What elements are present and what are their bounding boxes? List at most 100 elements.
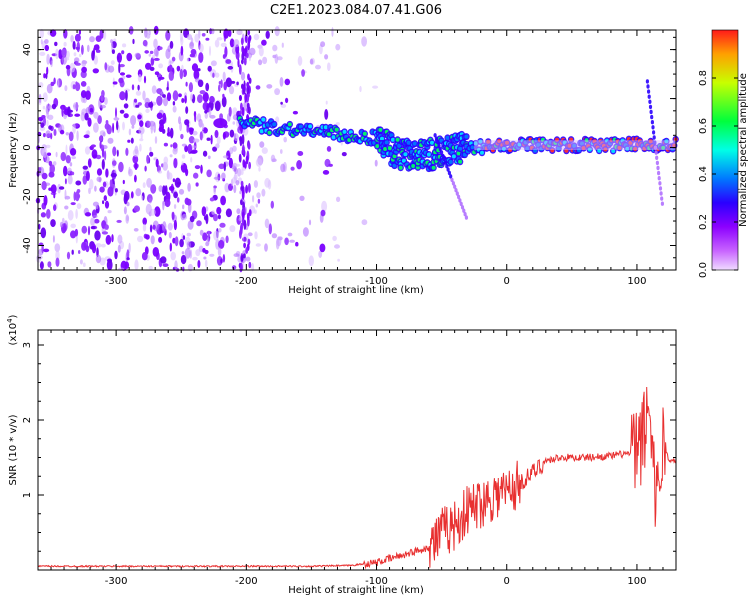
spectrogram-blob	[190, 157, 193, 163]
spectrogram-blob	[83, 134, 90, 139]
spectrogram-blob	[236, 81, 239, 86]
spectrogram-blob	[123, 103, 129, 109]
spectrogram-blob	[647, 94, 651, 99]
spectrogram-blob	[149, 151, 154, 157]
spectrogram-blob	[238, 95, 242, 101]
spectrogram-blob	[132, 38, 135, 45]
spectrogram-blob	[324, 109, 329, 120]
spectrogram-blob	[130, 115, 137, 126]
spectrogram-blob	[61, 106, 64, 117]
spectrogram-blob	[50, 184, 57, 194]
spectrogram-blob	[101, 148, 105, 158]
spectrogram-blob	[258, 59, 263, 66]
spectrogram-blob	[652, 135, 656, 140]
spectrogram-blob	[222, 155, 229, 159]
spectrogram-blob	[214, 129, 219, 139]
y-tick-label: 3	[22, 342, 33, 348]
spectrogram-blob	[154, 136, 158, 144]
spectrogram-blob	[55, 250, 60, 261]
x-tick-label: 0	[504, 576, 510, 587]
spectrogram-blob	[292, 110, 298, 115]
spectrogram-blob	[315, 64, 321, 70]
spectrogram-blob	[46, 208, 51, 219]
spectrogram-blob	[158, 185, 163, 193]
spectrogram-blob	[172, 90, 179, 102]
spectrogram-blob	[258, 166, 261, 172]
spectrogram-blob	[216, 37, 223, 41]
spectrogram-blob	[231, 265, 237, 270]
spectrogram-blob	[297, 151, 304, 156]
spectrogram-blob	[204, 112, 208, 119]
spectrogram-blob	[81, 241, 87, 251]
spectrogram-blob	[274, 53, 279, 64]
spectrogram-blob	[451, 181, 455, 186]
spectrogram-blob	[213, 118, 228, 129]
spectrogram-blob	[434, 136, 438, 141]
spectrogram-blob	[227, 65, 234, 70]
spectrogram-blob	[456, 151, 461, 156]
spectrogram-blob	[180, 254, 187, 265]
spectrogram-blob	[215, 143, 220, 149]
spectrogram-blob	[248, 183, 251, 193]
spectrogram-blob	[457, 194, 461, 200]
spectrogram-blob	[213, 213, 218, 222]
spectrogram-blob	[232, 121, 236, 125]
spectrogram-blob	[243, 236, 247, 242]
spectrogram-blob	[247, 73, 250, 81]
spectrogram-blob	[74, 33, 81, 42]
spectrogram-blob	[220, 195, 227, 206]
spectrogram-blob	[44, 44, 49, 52]
spectrogram-blob	[197, 94, 203, 104]
spectrogram-blob	[463, 212, 467, 217]
spectrogram-blob	[240, 37, 244, 46]
spectrogram-blob	[233, 184, 237, 194]
spectrogram-blob	[460, 205, 465, 210]
spectrogram-blob	[192, 130, 198, 136]
spectrogram-blob	[124, 190, 130, 201]
spectrogram-blob	[228, 29, 232, 37]
spectrogram-blob	[72, 123, 76, 134]
spectrogram-blob	[134, 145, 139, 155]
spectrogram-blob	[121, 50, 125, 55]
spectrogram-blob	[258, 46, 264, 57]
spectrogram-blob	[387, 146, 392, 151]
spectrogram-blob	[181, 98, 185, 103]
x-tick-label: -200	[235, 576, 258, 587]
spectrogram-blob	[378, 127, 383, 132]
spectrogram-blob	[243, 219, 247, 230]
spectrogram-blob	[451, 154, 456, 159]
spectrogram-blob	[93, 44, 100, 51]
spectrogram-blob	[42, 147, 48, 159]
spectrogram-blob	[130, 191, 134, 199]
spectrogram-blob	[118, 62, 121, 74]
spectrogram-blob	[113, 117, 120, 121]
spectrogram-blob	[158, 76, 165, 80]
spectrogram-blob	[46, 109, 49, 119]
spectrogram-blob	[458, 198, 462, 203]
spectrogram-blob	[233, 133, 237, 139]
spectrogram-blob	[174, 260, 178, 271]
spectrogram-blob	[242, 159, 246, 168]
spectrogram-blob	[270, 200, 274, 209]
spectrogram-blob	[41, 172, 48, 180]
spectrogram-blob	[184, 145, 189, 153]
colorbar-gradient	[712, 30, 738, 270]
spectrogram-blob	[384, 140, 389, 145]
spectrogram-blob	[267, 179, 272, 190]
spectrogram-blob	[298, 124, 303, 129]
spectrogram-blob	[389, 133, 394, 138]
spectrogram-blob	[166, 86, 169, 91]
spectrogram-blob	[156, 95, 163, 106]
spectrogram-blob	[87, 44, 90, 53]
spectrogram-blob	[102, 200, 105, 205]
spectrogram-blob	[74, 62, 81, 66]
colorbar-tick-label: 0.4	[698, 166, 709, 182]
spectrogram-blob	[645, 79, 650, 84]
spectrogram-blob	[129, 196, 132, 200]
spectrogram-blob	[85, 245, 90, 253]
spectrogram-blob	[295, 241, 299, 247]
spectrogram-blob	[73, 191, 76, 201]
spectrogram-blob	[240, 169, 244, 176]
spectrogram-blob	[89, 179, 94, 190]
